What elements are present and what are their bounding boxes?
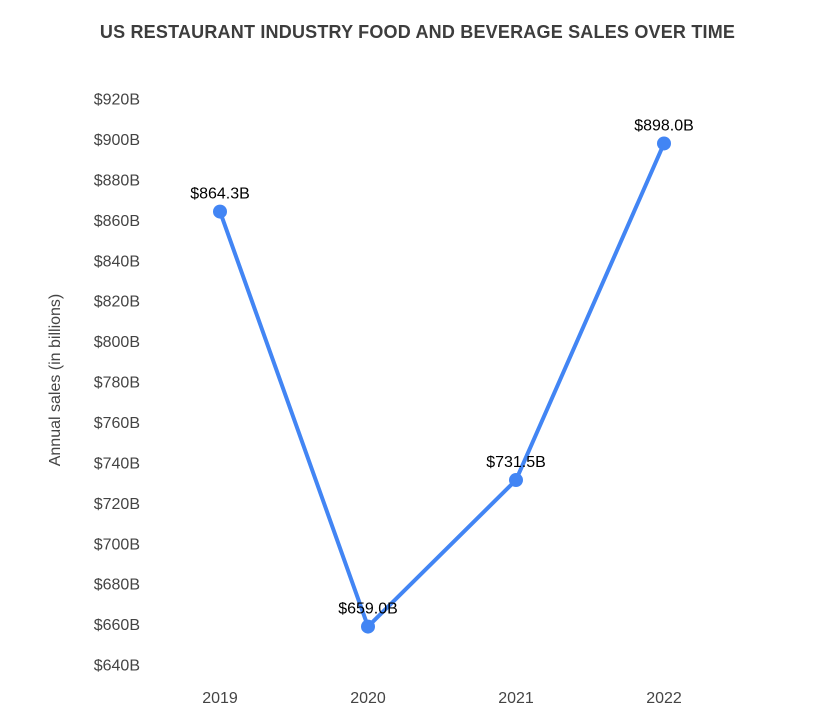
- data-point-label: $659.0B: [338, 601, 398, 618]
- y-axis-tick-label: $840B: [94, 253, 140, 270]
- y-axis-tick-label: $700B: [94, 536, 140, 553]
- y-axis-tick-label: $920B: [94, 92, 140, 109]
- y-axis-tick-label: $820B: [94, 294, 140, 311]
- chart-title: US RESTAURANT INDUSTRY FOOD AND BEVERAGE…: [99, 22, 736, 42]
- y-axis-tick-label: $660B: [94, 617, 140, 634]
- y-axis-tick-label: $800B: [94, 334, 140, 351]
- x-axis-tick-label: 2021: [498, 690, 534, 707]
- y-axis-tick-label: $880B: [94, 172, 140, 189]
- data-series-line: [218, 141, 666, 629]
- data-point-label: $898.0B: [634, 117, 694, 134]
- x-axis-tick-label: 2022: [646, 690, 682, 707]
- y-axis-tick-label: $680B: [94, 577, 140, 594]
- y-axis-tick-label: $760B: [94, 415, 140, 432]
- x-axis-tick-label: 2019: [202, 690, 238, 707]
- y-axis-tick-label: $900B: [94, 132, 140, 149]
- y-axis-tick-label: $780B: [94, 375, 140, 392]
- data-point-label: $731.5B: [486, 454, 546, 471]
- data-point-2020[interactable]: [361, 619, 375, 634]
- x-axis-tick-label: 2020: [350, 690, 386, 707]
- data-point-2021[interactable]: [509, 473, 523, 488]
- y-axis-tick-label: $720B: [94, 496, 140, 513]
- data-point-2022[interactable]: [657, 136, 671, 151]
- y-axis-tick-label: $640B: [94, 658, 140, 675]
- data-point-2019[interactable]: [213, 204, 227, 219]
- y-axis-tick-label: $740B: [94, 455, 140, 472]
- data-point-label: $864.3B: [190, 186, 250, 203]
- y-axis-tick-label: $860B: [94, 213, 140, 230]
